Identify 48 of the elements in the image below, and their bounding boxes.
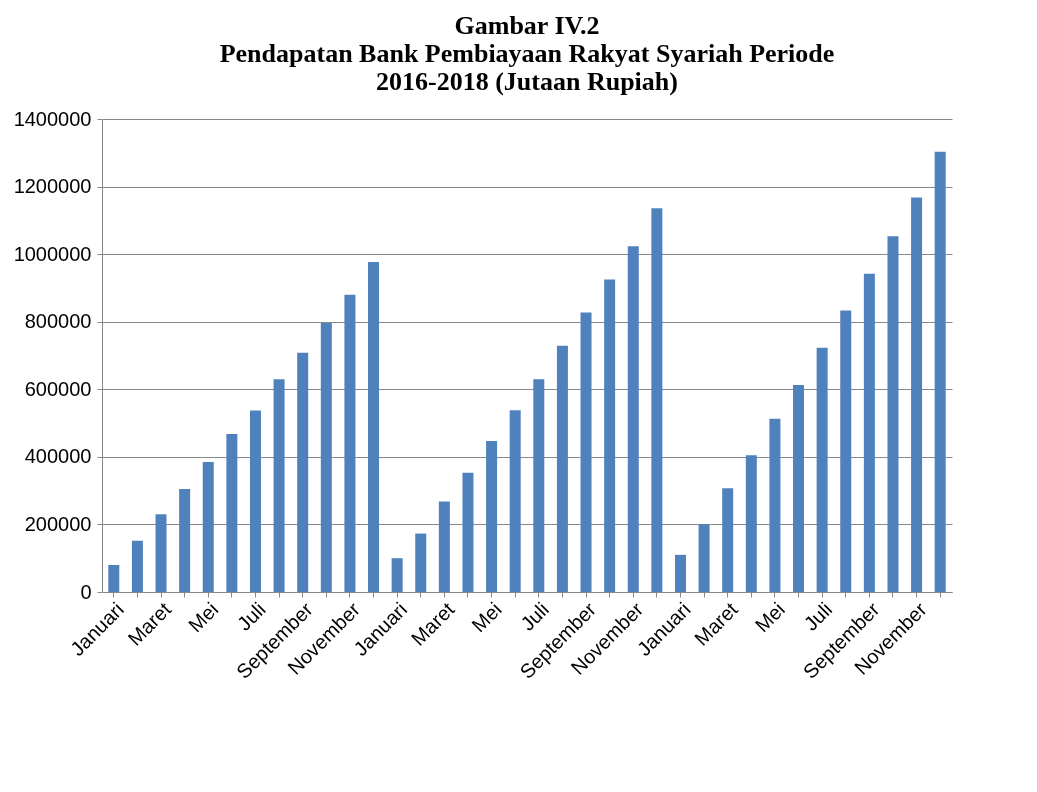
bar [674, 554, 686, 592]
x-tick-label: Mei [467, 598, 506, 637]
bar [108, 564, 120, 592]
bar [911, 197, 923, 592]
y-tick-label: 0 [80, 580, 92, 603]
bar [604, 279, 616, 592]
y-tick-label: 1000000 [13, 242, 92, 265]
bar [863, 273, 875, 592]
bar [226, 433, 238, 592]
bar [698, 524, 710, 592]
chart-title: Gambar IV.2 Pendapatan Bank Pembiayaan Rakyat Syariah Periode 2016-2018 (Jutaan Rupiah) [219, 11, 835, 96]
bar [745, 455, 757, 592]
bar [793, 384, 805, 592]
y-tick-label: 600000 [24, 377, 92, 400]
bar [155, 514, 167, 592]
bar [179, 488, 191, 592]
bar [627, 246, 639, 592]
bar [131, 540, 143, 592]
bar [533, 379, 545, 592]
y-tick-label: 800000 [24, 310, 92, 333]
bar [486, 440, 498, 592]
bar [509, 410, 521, 592]
bar [249, 410, 261, 592]
y-tick-label: 1400000 [13, 107, 92, 130]
bar [415, 533, 427, 592]
bar [722, 488, 734, 592]
x-tick-label: Mei [184, 598, 223, 637]
bar [651, 208, 663, 592]
bar [202, 461, 214, 592]
bar [580, 312, 592, 592]
bar [344, 294, 356, 592]
bar [368, 261, 380, 592]
bar [840, 310, 852, 592]
bar [556, 345, 568, 592]
x-tick-label: Mei [750, 598, 790, 637]
bar [438, 501, 450, 592]
bar [462, 472, 474, 592]
bar [769, 418, 781, 592]
bar [816, 347, 828, 592]
y-tick-label: 400000 [24, 445, 92, 468]
y-tick-label: 200000 [24, 512, 92, 535]
bar [297, 352, 309, 592]
bar [391, 558, 403, 592]
bar [273, 379, 285, 592]
y-tick-label: 1200000 [13, 175, 92, 198]
bar [934, 151, 946, 592]
bar [887, 236, 899, 592]
bar [320, 323, 332, 592]
